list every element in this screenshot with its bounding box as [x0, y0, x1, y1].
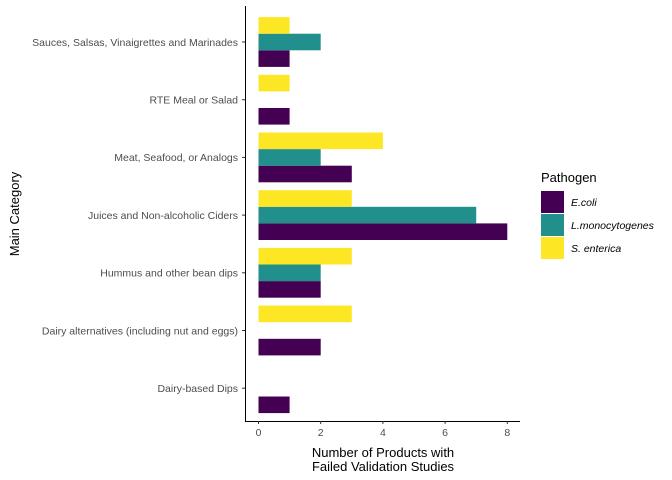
x-axis-ticks: 0 2 4 6 8: [256, 421, 510, 439]
y-tick-label-meat-seafood-or-analogs: Meat, Seafood, or Analogs: [114, 152, 238, 164]
bar-s-enterica-dairy-alternatives-including-nut-and-eggs: [258, 305, 352, 323]
legend-swatch-e-coli: [541, 191, 564, 213]
x-axis-title-line2: Failed Validation Studies: [312, 459, 455, 474]
bar-e-coli-meat-seafood-or-analogs: [258, 165, 352, 183]
bar-s-enterica-sauces-salsas-vinaigrettes-and-marinades: [258, 17, 290, 34]
bar-e-coli-juices-and-non-alcoholic-ciders: [258, 223, 508, 240]
y-axis-title: Main Category: [7, 171, 22, 256]
x-tick-label-6: 6: [442, 427, 448, 439]
y-tick-label-juices-and-non-alcoholic-ciders: Juices and Non-alcoholic Ciders: [88, 210, 238, 222]
y-tick-label-rte-meal-or-salad: RTE Meal or Salad: [149, 95, 238, 107]
legend-label-s-enterica: S. enterica: [571, 243, 621, 255]
bar-l-monocytogenes-sauces-salsas-vinaigrettes-and-marinades: [258, 33, 321, 51]
x-tick-label-0: 0: [256, 427, 262, 439]
y-tick-label-dairy-based-dips: Dairy-based Dips: [157, 383, 238, 395]
legend-swatch-s-enterica: [541, 237, 564, 259]
legend-swatch-l-monocytogenes: [541, 214, 564, 236]
bar-l-monocytogenes-juices-and-non-alcoholic-ciders: [258, 206, 477, 224]
bar-e-coli-hummus-and-other-bean-dips: [258, 281, 321, 298]
legend-label-l-monocytogenes: L.monocytogenes: [571, 220, 655, 232]
bar-e-coli-sauces-salsas-vinaigrettes-and-marinades: [258, 50, 290, 67]
bar-e-coli-dairy-alternatives-including-nut-and-eggs: [258, 338, 321, 356]
bar-s-enterica-meat-seafood-or-analogs: [258, 132, 383, 150]
legend: Pathogen E.coli L.monocytogenes S. enteric…: [541, 170, 655, 259]
bar-l-monocytogenes-meat-seafood-or-analogs: [258, 149, 321, 166]
bar-e-coli-rte-meal-or-salad: [258, 108, 290, 125]
y-tick-label-dairy-alternatives-including-nut-and-eggs: Dairy alternatives (including nut and eg…: [42, 325, 238, 337]
legend-title: Pathogen: [541, 170, 597, 185]
bar-s-enterica-rte-meal-or-salad: [258, 74, 290, 92]
legend-label-e-coli: E.coli: [571, 197, 597, 209]
bar-e-coli-dairy-based-dips: [258, 396, 290, 414]
bar-l-monocytogenes-hummus-and-other-bean-dips: [258, 264, 321, 282]
y-tick-label-hummus-and-other-bean-dips: Hummus and other bean dips: [100, 268, 238, 280]
x-tick-label-8: 8: [504, 427, 510, 439]
bar-layer: [258, 17, 508, 414]
x-tick-label-2: 2: [318, 427, 324, 439]
y-tick-label-sauces-salsas-vinaigrettes-and-marinades: Sauces, Salsas, Vinaigrettes and Marinad…: [32, 37, 238, 49]
y-axis-ticks: Sauces, Salsas, Vinaigrettes and Marinad…: [32, 37, 245, 395]
bar-s-enterica-hummus-and-other-bean-dips: [258, 247, 352, 265]
x-tick-label-4: 4: [380, 427, 386, 439]
x-axis-title-line1: Number of Products with: [312, 445, 454, 460]
bar-s-enterica-juices-and-non-alcoholic-ciders: [258, 190, 352, 207]
